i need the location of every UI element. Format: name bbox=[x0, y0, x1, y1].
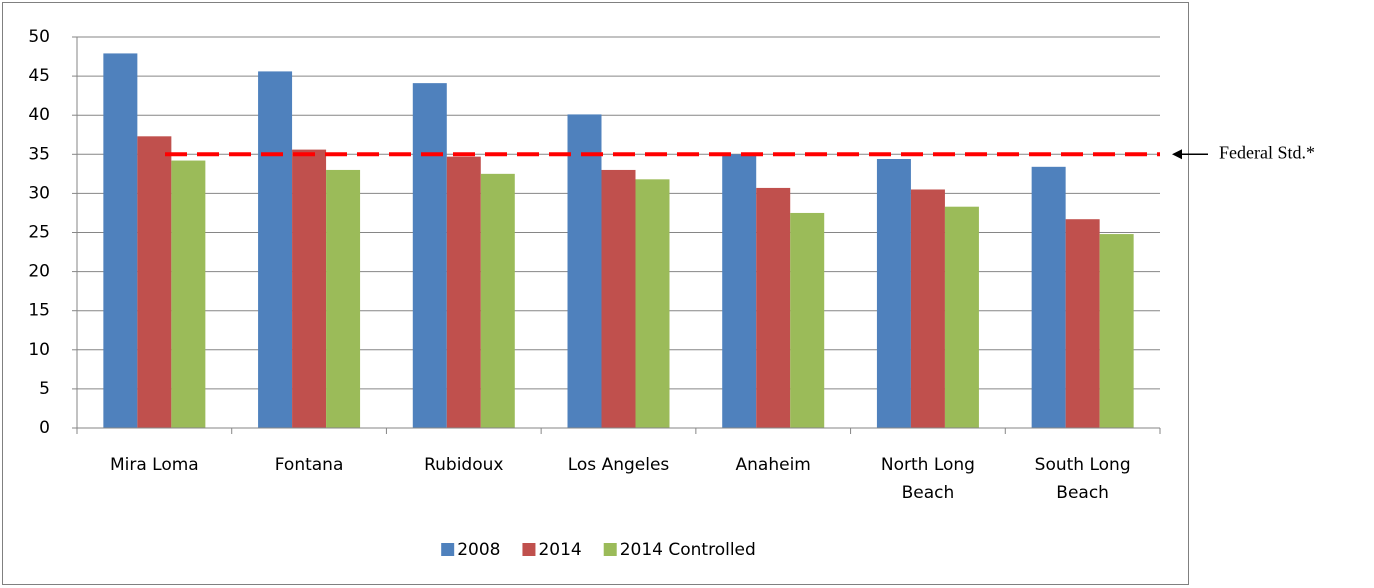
legend-label: 2014 Controlled bbox=[620, 540, 756, 560]
bar bbox=[910, 189, 945, 428]
y-tick-label: 40 bbox=[28, 105, 50, 125]
y-tick-label: 25 bbox=[28, 223, 50, 243]
bar bbox=[137, 136, 172, 428]
bar bbox=[292, 149, 327, 428]
bar bbox=[601, 169, 636, 428]
y-tick-label: 0 bbox=[39, 418, 50, 438]
y-tick-label: 45 bbox=[28, 66, 50, 86]
bar bbox=[446, 156, 481, 428]
bar bbox=[756, 187, 791, 428]
x-tick-label: Mira Loma bbox=[110, 455, 199, 475]
x-tick-label: North Long Beach bbox=[881, 455, 975, 503]
y-tick-label: 10 bbox=[28, 340, 50, 360]
bar bbox=[944, 206, 979, 428]
chart-border bbox=[2, 2, 1189, 585]
bar bbox=[790, 212, 825, 428]
x-tick-label: Los Angeles bbox=[568, 455, 670, 475]
x-tick-label: Fontana bbox=[275, 455, 344, 475]
y-tick-label: 30 bbox=[28, 183, 50, 203]
bar bbox=[876, 158, 911, 428]
legend-label: 2008 bbox=[457, 540, 500, 560]
bar bbox=[171, 160, 206, 428]
bar bbox=[635, 179, 670, 428]
reference-arrowhead bbox=[1172, 149, 1182, 160]
reference-label: Federal Std.* bbox=[1219, 142, 1315, 162]
legend-swatch bbox=[603, 543, 617, 556]
bar bbox=[103, 53, 138, 429]
legend-label: 2014 bbox=[538, 540, 581, 560]
bar bbox=[480, 173, 515, 428]
bar bbox=[258, 71, 293, 429]
y-tick-label: 20 bbox=[28, 262, 50, 282]
y-tick-label: 15 bbox=[28, 301, 50, 321]
bar bbox=[1031, 166, 1066, 428]
x-tick-label: South Long Beach bbox=[1035, 455, 1131, 503]
legend-swatch bbox=[522, 543, 536, 556]
x-tick-label: Rubidoux bbox=[424, 455, 503, 475]
legend: 2008 2014 2014 Controlled bbox=[441, 540, 756, 560]
x-tick-label: Anaheim bbox=[736, 455, 811, 475]
y-tick-label: 35 bbox=[28, 144, 50, 164]
bar bbox=[722, 154, 757, 429]
y-tick-label: 5 bbox=[39, 379, 50, 399]
bar bbox=[412, 83, 447, 428]
legend-swatch bbox=[441, 543, 455, 556]
bar bbox=[567, 114, 602, 428]
y-tick-label: 50 bbox=[28, 27, 50, 47]
bar bbox=[326, 169, 361, 428]
bar bbox=[1099, 234, 1134, 428]
bar bbox=[1065, 219, 1100, 428]
